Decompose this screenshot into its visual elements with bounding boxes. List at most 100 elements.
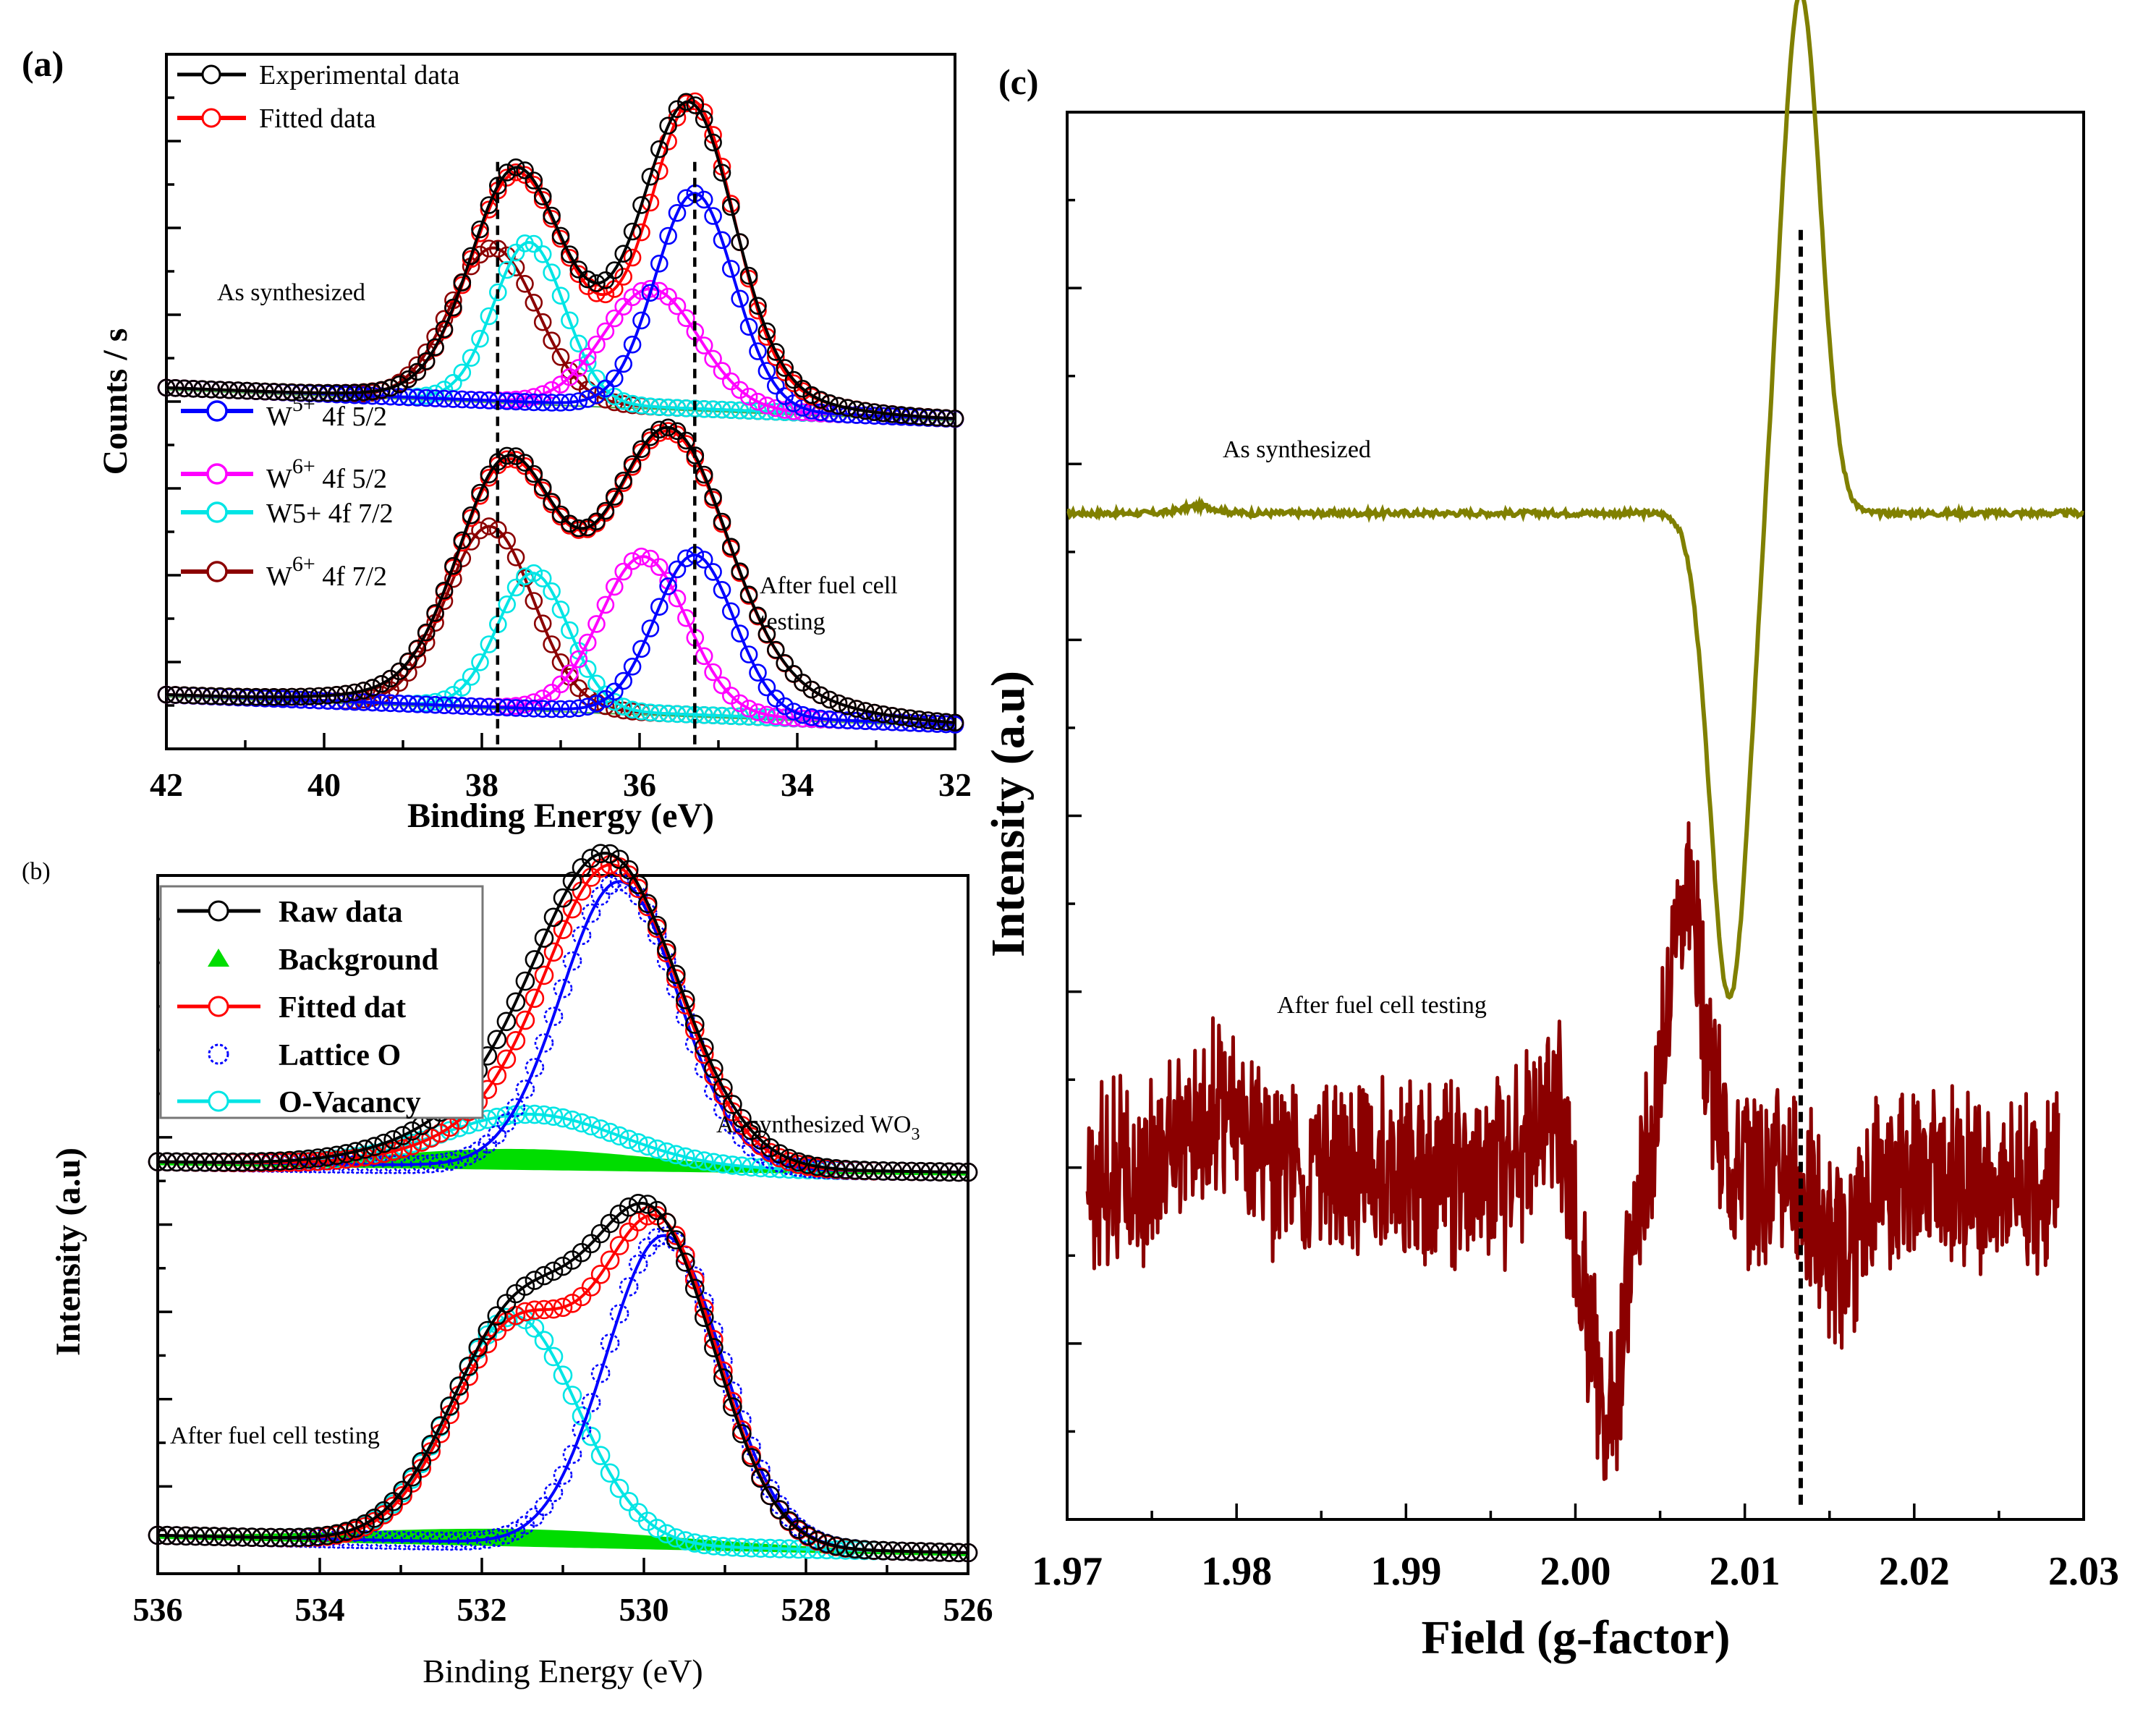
panel-a-group-1-line-w5-4f-5-2 bbox=[166, 553, 956, 726]
panel-a-group-1-point-w6-4f-7-2 bbox=[498, 531, 517, 550]
panel-a-group-1-point-experimental-data bbox=[713, 512, 731, 531]
panel-a-group-1-point-w5-4f-5-2 bbox=[587, 695, 606, 713]
panel-a-group-1-point-w5-4f-7-2 bbox=[605, 692, 624, 711]
panel-b-group-0-point-o-vacancy bbox=[675, 1147, 695, 1167]
panel-a-group-0-point-w5-4f-5-2 bbox=[399, 388, 417, 407]
panel-b-group-1-point-raw-data bbox=[515, 1276, 535, 1296]
panel-b-group-0-point-o-vacancy bbox=[609, 1126, 629, 1146]
panel-b-label: (b) bbox=[22, 858, 51, 885]
panel-b-group-1-point-lattice-o bbox=[402, 1531, 422, 1551]
panel-a-group-1-point-w5-4f-5-2 bbox=[731, 624, 750, 643]
panel-a-group-1-point-w5-4f-5-2 bbox=[506, 699, 525, 717]
panel-a-group-1-point-w5-4f-7-2 bbox=[704, 706, 722, 725]
panel-a-group-0-point-w5-4f-5-2 bbox=[453, 390, 472, 409]
panel-b-group-1-point-raw-data bbox=[459, 1357, 479, 1376]
panel-a-group-0-point-w6-4f-5-2 bbox=[668, 297, 687, 315]
panel-a-group-1-point-w6-4f-7-2 bbox=[533, 614, 552, 633]
panel-a-group-0-point-fitted-data bbox=[569, 265, 588, 284]
panel-a-legend: Experimental data Fitted data W5+ 4f 5/2… bbox=[177, 60, 460, 592]
panel-a-group-1-point-w5-4f-5-2 bbox=[757, 678, 776, 697]
panel-b-group-0-point-raw-data bbox=[402, 1121, 422, 1141]
panel-a-group-0-point-experimental-data bbox=[184, 379, 203, 398]
panel-b-group-0-point-fitted-dat bbox=[430, 1123, 451, 1143]
panel-a-group-1-point-experimental-data bbox=[184, 686, 203, 705]
panel-a-group-0-point-experimental-data bbox=[292, 383, 310, 402]
panel-b-group-1-point-lattice-o bbox=[543, 1483, 564, 1503]
panel-b-group-1-point-raw-data bbox=[864, 1540, 884, 1560]
panel-a-group-1-point-w5-4f-5-2 bbox=[659, 577, 677, 595]
panel-a-group-0-point-w5-4f-7-2 bbox=[471, 329, 489, 348]
panel-b-group-0-point-o-vacancy bbox=[515, 1104, 535, 1124]
panel-a-group-0-point-experimental-data bbox=[318, 383, 337, 402]
panel-b-group-1-point-raw-data bbox=[213, 1527, 234, 1547]
panel-a-group-1-point-experimental-data bbox=[695, 465, 713, 484]
panel-b-group-0-point-raw-data bbox=[845, 1160, 865, 1180]
panel-b-group-0-point-raw-data bbox=[789, 1152, 808, 1172]
panel-b-group-0-point-lattice-o bbox=[496, 1113, 517, 1133]
panel-b-group-1-point-raw-data bbox=[185, 1526, 205, 1546]
panel-b-group-0-point-lattice-o bbox=[383, 1155, 403, 1174]
panel-a-anno-after-1: After fuel cell bbox=[760, 572, 898, 599]
panel-a-label: (a) bbox=[22, 43, 64, 84]
panel-a-group-0-point-experimental-data bbox=[865, 403, 883, 422]
panel-a-group-1-point-experimental-data bbox=[543, 493, 561, 511]
panel-b-group-1-point-raw-data bbox=[525, 1271, 545, 1290]
panel-a-group-0-point-w5-4f-7-2 bbox=[480, 307, 498, 326]
panel-b-group-1-point-o-vacancy bbox=[590, 1446, 611, 1465]
panel-a-group-1-point-experimental-data bbox=[444, 556, 462, 575]
panel-b-group-0-point-raw-data bbox=[770, 1144, 789, 1163]
panel-a-group-1-point-w6-4f-5-2 bbox=[587, 615, 606, 633]
panel-a-group-1-point-w5-4f-7-2 bbox=[721, 707, 740, 726]
panel-a-group-1-point-w5-4f-5-2 bbox=[381, 694, 400, 713]
panel-a-group-0-point-w5-4f-5-2 bbox=[713, 231, 731, 250]
panel-a-group-0-point-experimental-data bbox=[166, 378, 184, 397]
panel-b-group-0-point-fitted-dat bbox=[600, 854, 620, 875]
panel-a-group-1-point-w5-4f-5-2 bbox=[704, 563, 722, 581]
panel-a-group-1-point-experimental-data bbox=[686, 446, 705, 465]
panel-b-group-1-point-o-vacancy bbox=[675, 1531, 695, 1551]
panel-b-group-1-line-raw-data bbox=[157, 1201, 969, 1554]
panel-a-group-1-point-w6-4f-5-2 bbox=[739, 699, 758, 718]
panel-a-xlabel: Binding Energy (eV) bbox=[407, 797, 714, 835]
panel-b-group-1-point-raw-data bbox=[911, 1542, 931, 1561]
panel-b-group-1-point-raw-data bbox=[675, 1252, 695, 1272]
panel-a-group-1-point-experimental-data bbox=[220, 687, 239, 705]
panel-a-ylabel: Counts / s bbox=[96, 328, 135, 475]
panel-b-group-0-point-raw-data bbox=[939, 1162, 959, 1182]
panel-b-group-0-point-lattice-o bbox=[562, 951, 582, 971]
panel-b-group-0-point-raw-data bbox=[854, 1161, 874, 1180]
panel-a-group-0-point-w5-4f-5-2 bbox=[435, 389, 454, 408]
panel-b-group-0-point-raw-data bbox=[779, 1148, 799, 1169]
panel-a-group-1-point-w5-4f-7-2 bbox=[623, 700, 642, 719]
panel-a-group-0-point-experimental-data bbox=[175, 379, 194, 398]
panel-a-group-0-point-w6-4f-5-2 bbox=[525, 388, 543, 406]
panel-b-group-0-point-raw-data bbox=[251, 1152, 271, 1171]
panel-a-group-1-point-w5-4f-5-2 bbox=[444, 696, 462, 715]
panel-b-group-1-point-o-vacancy bbox=[760, 1538, 780, 1559]
panel-b-group-1-point-fitted-dat bbox=[543, 1299, 564, 1319]
panel-b-group-0-point-raw-data bbox=[534, 928, 554, 948]
panel-a-group-1-point-w6-4f-5-2 bbox=[605, 577, 624, 596]
panel-a-group-0-point-experimental-data bbox=[453, 273, 472, 292]
panel-c-xtick-label-5: 2.02 bbox=[1879, 1549, 1950, 1594]
panel-a-group-0-point-w5-4f-5-2 bbox=[506, 392, 525, 411]
panel-b-group-1-point-raw-data bbox=[901, 1542, 922, 1561]
panel-a-group-0-point-w5-4f-7-2 bbox=[641, 397, 660, 416]
panel-a-group-0-point-experimental-data bbox=[928, 408, 946, 427]
panel-b-group-0-point-raw-data bbox=[901, 1161, 922, 1182]
panel-a-group-1-point-w5-4f-5-2 bbox=[390, 694, 409, 713]
panel-a-group-1-point-w6-4f-7-2 bbox=[480, 517, 498, 535]
panel-a-group-1-point-experimental-data bbox=[435, 581, 454, 600]
panel-a-group-0-point-w5-4f-7-2 bbox=[488, 283, 507, 302]
panel-a-group-1-point-w5-4f-5-2 bbox=[677, 549, 695, 568]
panel-a-group-1-point-w5-4f-5-2 bbox=[561, 700, 579, 718]
panel-a-group-1-point-experimental-data bbox=[847, 700, 866, 718]
panel-a-group-1-point-experimental-data bbox=[265, 687, 283, 706]
panel-a-group-1-point-w5-4f-5-2 bbox=[471, 697, 489, 716]
panel-a-group-0-point-experimental-data bbox=[408, 362, 427, 381]
panel-b-group-1-point-lattice-o bbox=[487, 1527, 507, 1548]
panel-a-group-0-point-w6-4f-5-2 bbox=[713, 362, 731, 380]
panel-b-group-1-point-fitted-dat bbox=[506, 1305, 526, 1326]
panel-b-group-1-point-raw-data bbox=[260, 1527, 281, 1548]
panel-b-group-0-point-raw-data bbox=[713, 1078, 733, 1098]
